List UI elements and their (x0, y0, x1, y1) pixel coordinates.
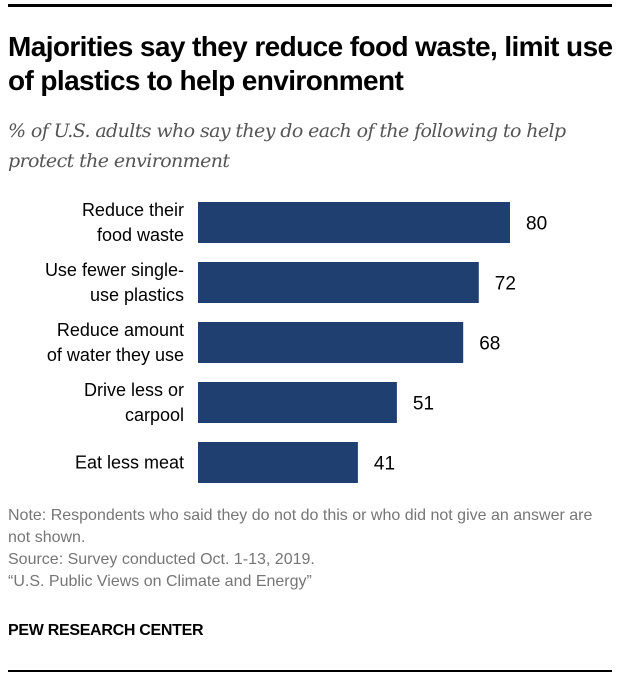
note-text: Note: Respondents who said they do not d… (8, 507, 593, 546)
source-text: Source: Survey conducted Oct. 1-13, 2019… (8, 551, 315, 568)
data-label: 68 (479, 334, 500, 355)
bar (198, 202, 510, 243)
category-label: Use fewer single-use plastics (45, 260, 184, 305)
category-label-line: Reduce their (82, 200, 184, 220)
bottom-rule (8, 670, 612, 672)
top-rule (8, 4, 612, 7)
footnotes: Note: Respondents who said they do not d… (8, 505, 614, 593)
data-label: 80 (526, 214, 547, 235)
bar (198, 322, 464, 363)
category-label-line: Drive less or (84, 380, 184, 400)
bar-chart: 80 Reduce their food waste 72 Use fewer sing… (45, 200, 547, 483)
category-label-line: carpool (125, 405, 184, 425)
bar (198, 262, 479, 303)
category-label-line: food waste (97, 225, 184, 245)
data-label: 51 (413, 394, 434, 415)
bar (198, 442, 358, 483)
category-label-line: Eat less meat (75, 453, 184, 473)
category-label-line: use plastics (90, 285, 184, 305)
brand-logo-text: PEW RESEARCH CENTER (8, 622, 204, 639)
category-label-line: Use fewer single- (45, 260, 184, 280)
bar (198, 382, 397, 423)
category-label: Reduce amount of water they use (47, 320, 184, 365)
category-label-line: Reduce amount (57, 320, 184, 340)
category-label: Drive less or carpool (84, 380, 184, 425)
data-label: 72 (495, 274, 516, 295)
category-label-line: of water they use (47, 345, 184, 365)
data-label: 41 (374, 454, 395, 475)
category-label: Eat less meat (75, 453, 184, 473)
report-title: “U.S. Public Views on Climate and Energy… (8, 573, 312, 590)
category-label: Reduce their food waste (82, 200, 184, 245)
chart-subtitle: % of U.S. adults who say they do each of… (8, 120, 566, 172)
chart-title: Majorities say they reduce food waste, l… (8, 31, 613, 96)
